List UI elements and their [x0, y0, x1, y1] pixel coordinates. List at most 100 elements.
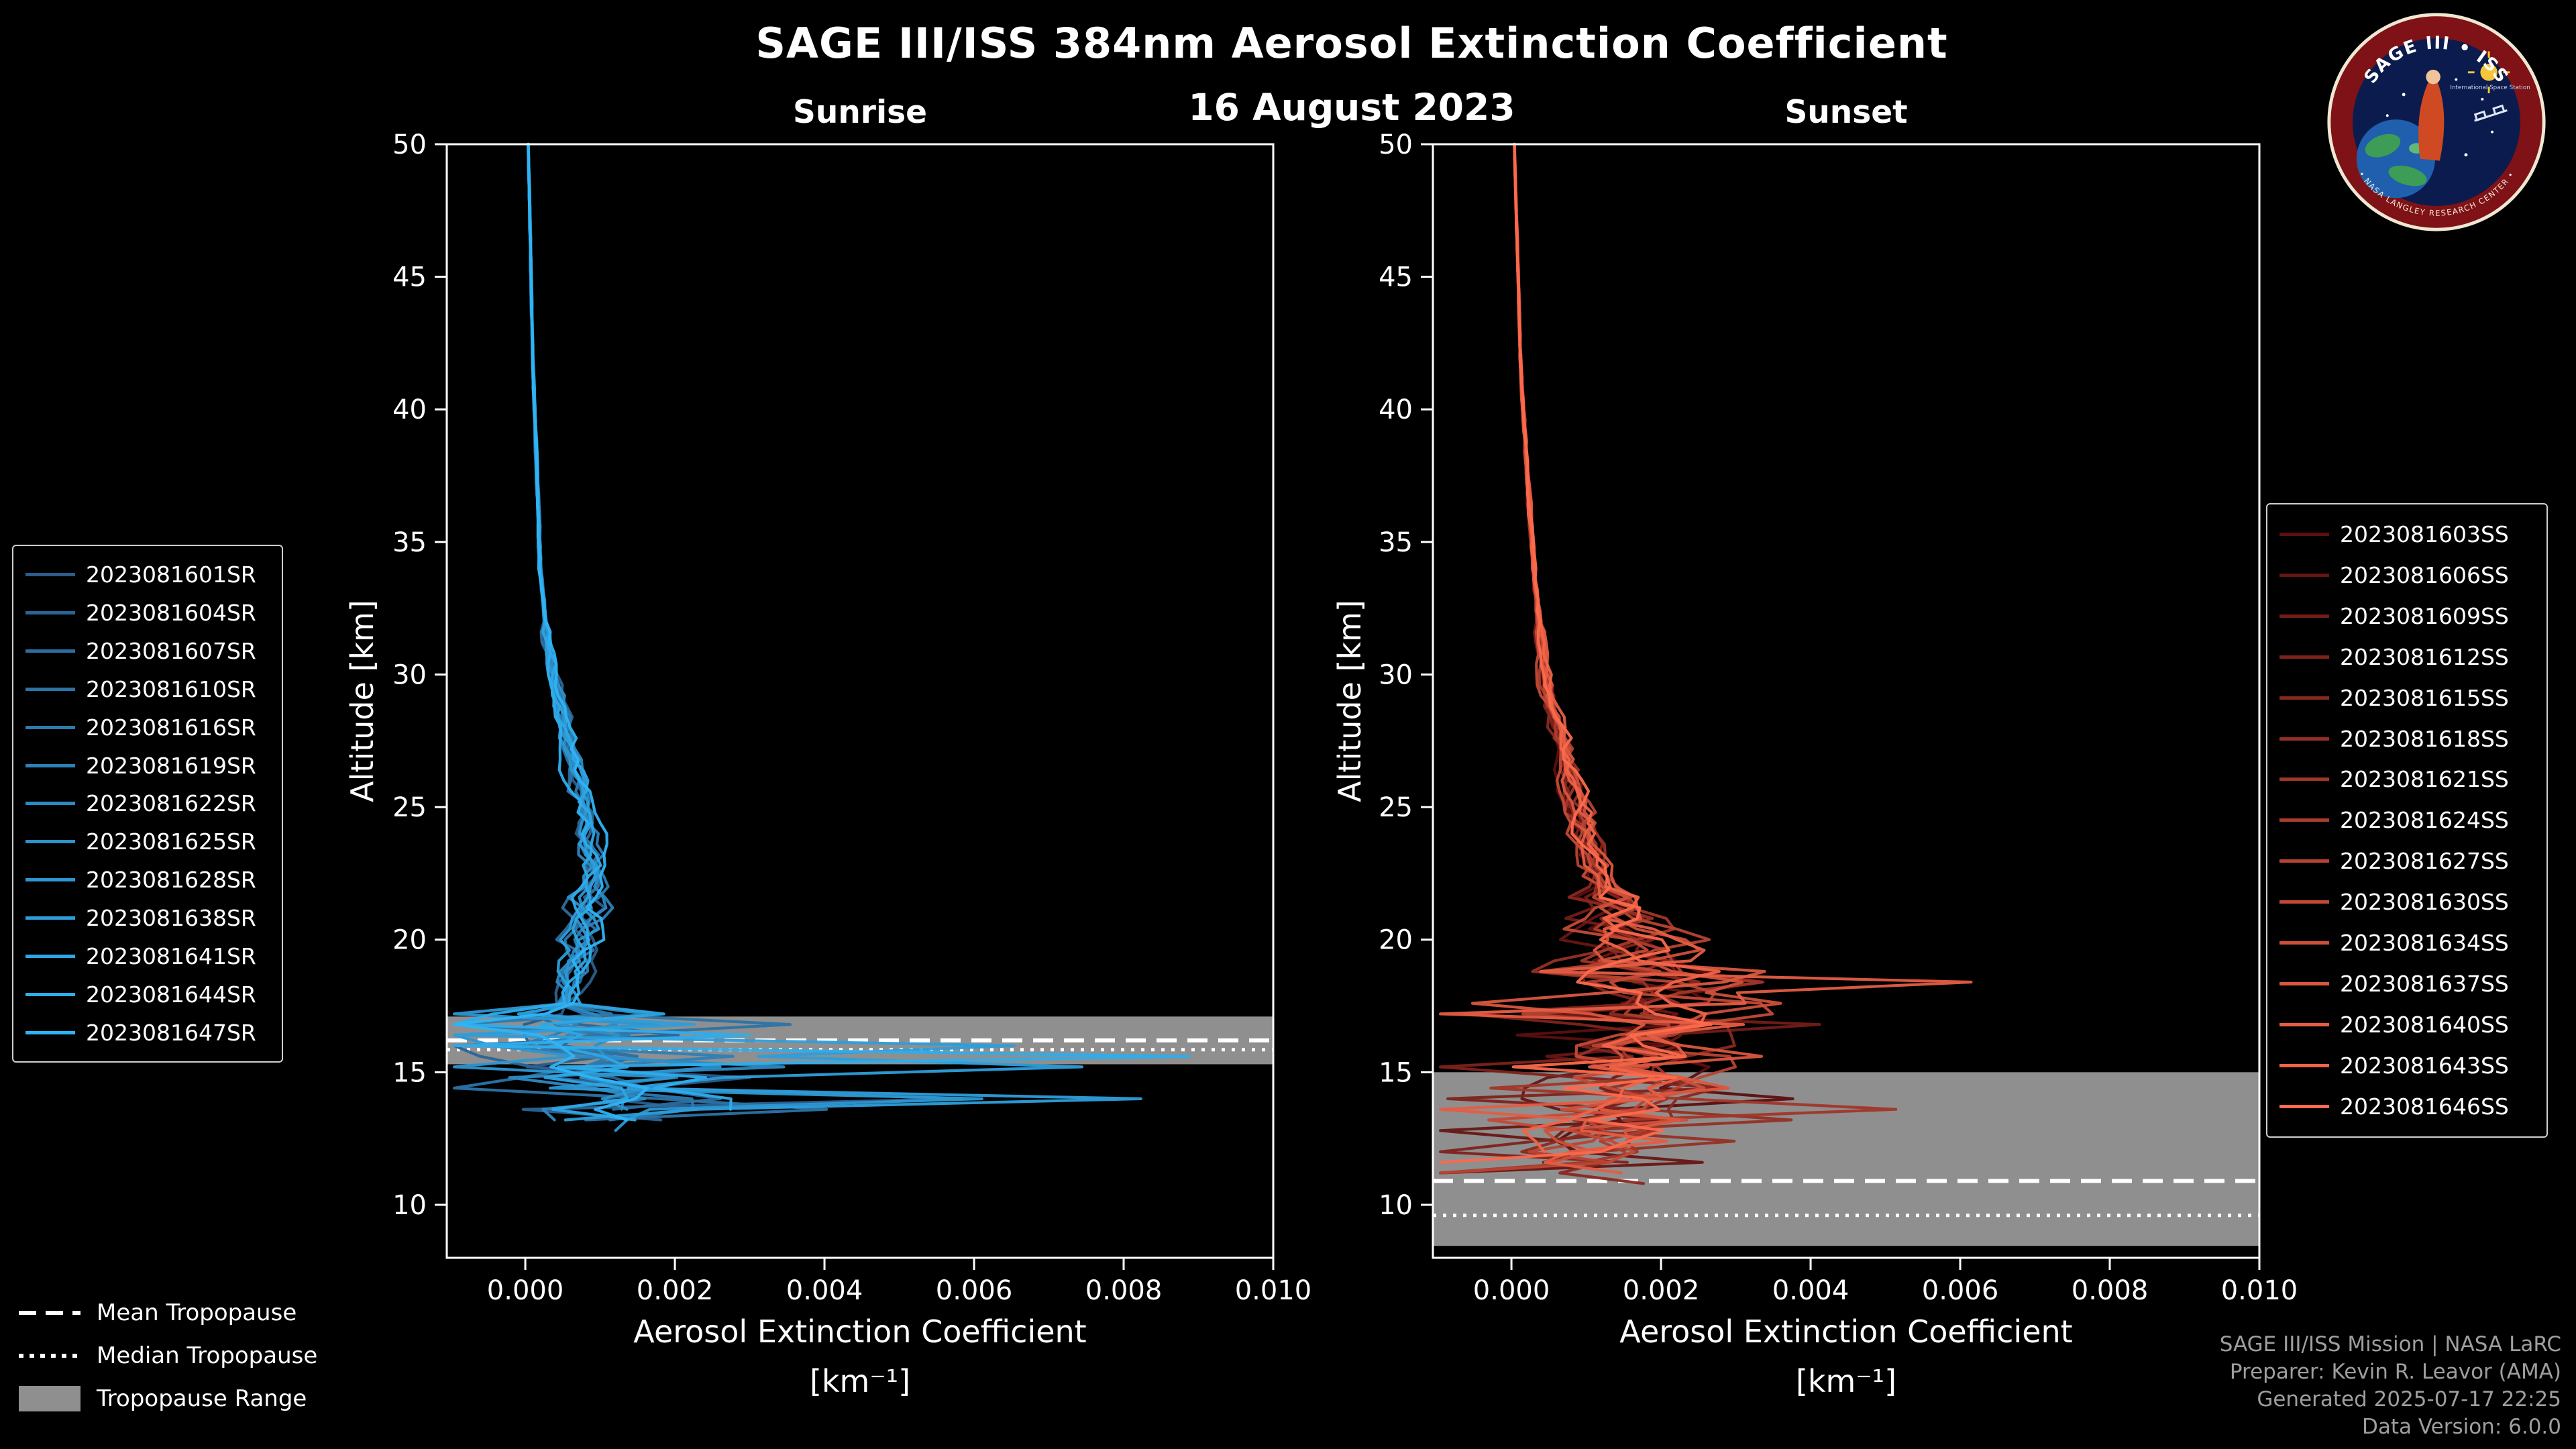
- logo-earth: [2356, 119, 2436, 199]
- legend-label: 2023081637SS: [2340, 971, 2509, 998]
- legend-line-swatch: [2279, 982, 2329, 986]
- legend-item: 2023081609SS: [2279, 603, 2534, 629]
- legend-line-swatch: [2279, 614, 2329, 618]
- legend-label: 2023081622SR: [86, 790, 256, 817]
- sunrise-legend: 2023081601SR 2023081604SR 2023081607SR 2023…: [12, 545, 283, 1063]
- y-tick-label: 25: [392, 792, 427, 823]
- legend-label: 2023081641SR: [86, 943, 256, 970]
- legend-label: 2023081621SS: [2340, 766, 2509, 793]
- legend-label: 2023081618SS: [2340, 725, 2509, 752]
- plot-frame: [1432, 143, 2261, 1259]
- legend-item: 2023081615SS: [2279, 685, 2534, 711]
- x-tick-label: 0.004: [786, 1275, 863, 1306]
- legend-label: 2023081634SS: [2340, 930, 2509, 957]
- series-line-2023081634SS: [1513, 142, 1782, 1164]
- legend-item: 2023081638SR: [25, 905, 270, 931]
- legend-label: 2023081646SS: [2340, 1093, 2509, 1120]
- x-axis-label-text: Aerosol Extinction Coefficient: [633, 1313, 1087, 1350]
- legend-item: 2023081624SS: [2279, 807, 2534, 833]
- series-line-2023081618SS: [1513, 142, 1793, 1154]
- series-line-2023081612SS: [1439, 142, 1725, 1164]
- x-tick-label: 0.008: [2072, 1275, 2149, 1306]
- legend-label: 2023081601SR: [86, 561, 256, 588]
- series-line-2023081619SR: [515, 142, 735, 1111]
- x-tick-label: 0.002: [1623, 1275, 1700, 1306]
- gray-band-swatch: [19, 1386, 80, 1411]
- y-tick-label: 35: [1379, 527, 1413, 558]
- plot-frame: [445, 143, 1275, 1259]
- tropopause-legend: Mean Tropopause Median Tropopause Tropop…: [19, 1299, 317, 1413]
- median-tropopause-label: Median Tropopause: [97, 1342, 318, 1369]
- legend-item: 2023081630SS: [2279, 889, 2534, 915]
- figure-date: 16 August 2023: [1188, 86, 1515, 129]
- mean-tropopause-legend-row: Mean Tropopause: [19, 1299, 317, 1327]
- y-tick-label: 30: [1379, 659, 1413, 690]
- legend-label: 2023081612SS: [2340, 643, 2509, 670]
- series-line-2023081637SS: [1470, 142, 1766, 1154]
- legend-label: 2023081604SR: [86, 599, 256, 626]
- logo-sun: [2467, 51, 2510, 94]
- legend-label: 2023081628SR: [86, 867, 256, 894]
- legend-label: 2023081627SS: [2340, 848, 2509, 875]
- legend-item: 2023081606SS: [2279, 562, 2534, 588]
- x-tick-label: 0.010: [2221, 1275, 2298, 1306]
- legend-label: 2023081610SR: [86, 676, 256, 702]
- x-tick-label: 0.004: [1772, 1275, 1849, 1306]
- y-tick-label: 20: [392, 925, 427, 956]
- legend-line-swatch: [25, 840, 75, 844]
- footer-mission-line: SAGE III/ISS Mission | NASA LaRC: [2219, 1332, 2561, 1356]
- legend-line-swatch: [25, 955, 75, 959]
- legend-item: 2023081621SS: [2279, 766, 2534, 792]
- series-line-2023081616SR: [452, 142, 695, 1122]
- sage-iss-logo: SAGE III • ISS International Space Stati…: [2327, 13, 2546, 231]
- legend-item: 2023081634SS: [2279, 930, 2534, 956]
- legend-line-swatch: [25, 878, 75, 882]
- legend-label: 2023081644SR: [86, 981, 256, 1008]
- legend-line-swatch: [2279, 859, 2329, 863]
- logo-stars: [2385, 78, 2493, 157]
- panel-sunrise: 0.000 0.002 0.004 0.006 0.008 0.010 10 15 20 25 30…: [392, 129, 1311, 1306]
- series-line-2023081624SS: [1513, 142, 1695, 1154]
- series-line-2023081627SS: [1439, 142, 1737, 1175]
- legend-item: 2023081616SR: [25, 714, 270, 741]
- legend-line-swatch: [25, 916, 75, 920]
- legend-item: 2023081643SS: [2279, 1053, 2534, 1079]
- y-tick-label: 30: [392, 659, 427, 690]
- tropopause-range-band: [447, 1016, 1273, 1065]
- series-line-2023081643SS: [1513, 142, 1721, 1154]
- legend-item: 2023081618SS: [2279, 726, 2534, 752]
- legend-line-swatch: [2279, 1023, 2329, 1027]
- y-tick-label: 15: [392, 1057, 427, 1088]
- x-tick-label: 0.008: [1085, 1275, 1163, 1306]
- dotted-line-swatch: [19, 1354, 80, 1358]
- y-tick-label: 50: [392, 129, 427, 160]
- panel-title-sunrise: Sunrise: [793, 94, 927, 131]
- logo-figure: [2418, 69, 2445, 161]
- x-tick-label: 0.000: [1473, 1275, 1550, 1306]
- tropopause-range-band: [1433, 1072, 2259, 1246]
- y-tick-label: 50: [1379, 129, 1413, 160]
- logo-iss: [2473, 104, 2508, 122]
- panel-title-sunset: Sunset: [1784, 94, 1908, 131]
- dashed-line-swatch: [19, 1311, 80, 1315]
- y-axis-label-sunset: Altitude [km]: [1332, 600, 1368, 802]
- footer-credits: SAGE III/ISS Mission | NASA LaRC Prepare…: [2220, 1331, 2561, 1441]
- panel-sunset: 0.000 0.002 0.004 0.006 0.008 0.010 10 15 20 25 30…: [1379, 129, 2298, 1306]
- footer-version-line: Data Version: 6.0.0: [2361, 1415, 2561, 1439]
- series-line-2023081604SR: [452, 142, 963, 1122]
- series-line-2023081622SR: [508, 142, 786, 1122]
- legend-line-swatch: [2279, 737, 2329, 741]
- legend-line-swatch: [2279, 941, 2329, 945]
- legend-label: 2023081647SR: [86, 1020, 256, 1046]
- y-tick-label: 10: [392, 1190, 427, 1221]
- legend-item: 2023081641SR: [25, 943, 270, 969]
- legend-item: 2023081625SR: [25, 828, 270, 855]
- series-line-2023081621SS: [1439, 142, 1898, 1175]
- legend-label: 2023081640SS: [2340, 1012, 2509, 1038]
- series-line-2023081630SS: [1487, 142, 1774, 1164]
- series-line-2023081647SR: [452, 142, 649, 1122]
- legend-line-swatch: [2279, 1104, 2329, 1108]
- legend-label: 2023081638SR: [86, 905, 256, 932]
- x-tick-label: 0.000: [487, 1275, 564, 1306]
